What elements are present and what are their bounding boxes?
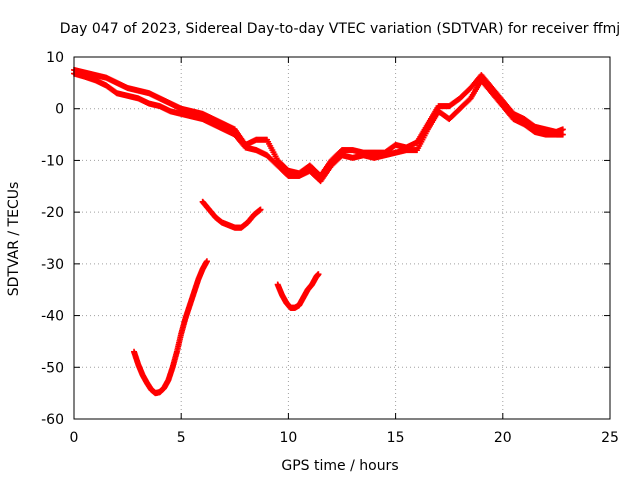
x-tick-labels: 0 5 10 15 20 25	[70, 430, 619, 446]
data-point-main-track-b	[559, 131, 566, 138]
y-tick-label: -60	[41, 412, 64, 428]
x-tick-label: 25	[601, 430, 619, 446]
y-tick-label: 10	[46, 50, 64, 66]
data-point-arc-low-5	[203, 258, 210, 265]
y-tick-label: -50	[41, 360, 64, 376]
x-tick-label: 0	[70, 430, 79, 446]
x-tick-label: 5	[177, 430, 186, 446]
tick-marks	[73, 56, 611, 420]
y-tick-labels: 10 0 -10 -20 -30 -40 -50 -60	[41, 50, 64, 428]
x-tick-label: 15	[387, 430, 405, 446]
y-tick-label: 0	[55, 102, 64, 118]
data-point-arc-low-10	[315, 271, 322, 278]
y-axis-label: SDTVAR / TECUs	[6, 182, 22, 297]
y-tick-label: -20	[41, 205, 64, 221]
y-tick-label: -30	[41, 257, 64, 273]
x-axis-label: GPS time / hours	[281, 458, 398, 474]
chart-title: Day 047 of 2023, Sidereal Day-to-day VTE…	[60, 21, 620, 37]
data-points	[71, 66, 566, 397]
x-tick-label: 10	[279, 430, 297, 446]
grid-lines	[74, 57, 610, 419]
x-tick-label: 20	[494, 430, 512, 446]
y-tick-label: -10	[41, 153, 64, 169]
plot-frame	[73, 56, 611, 420]
data-point-main-track-a	[559, 126, 566, 133]
y-tick-label: -40	[41, 309, 64, 325]
data-point-arc-mid-7	[257, 206, 264, 213]
